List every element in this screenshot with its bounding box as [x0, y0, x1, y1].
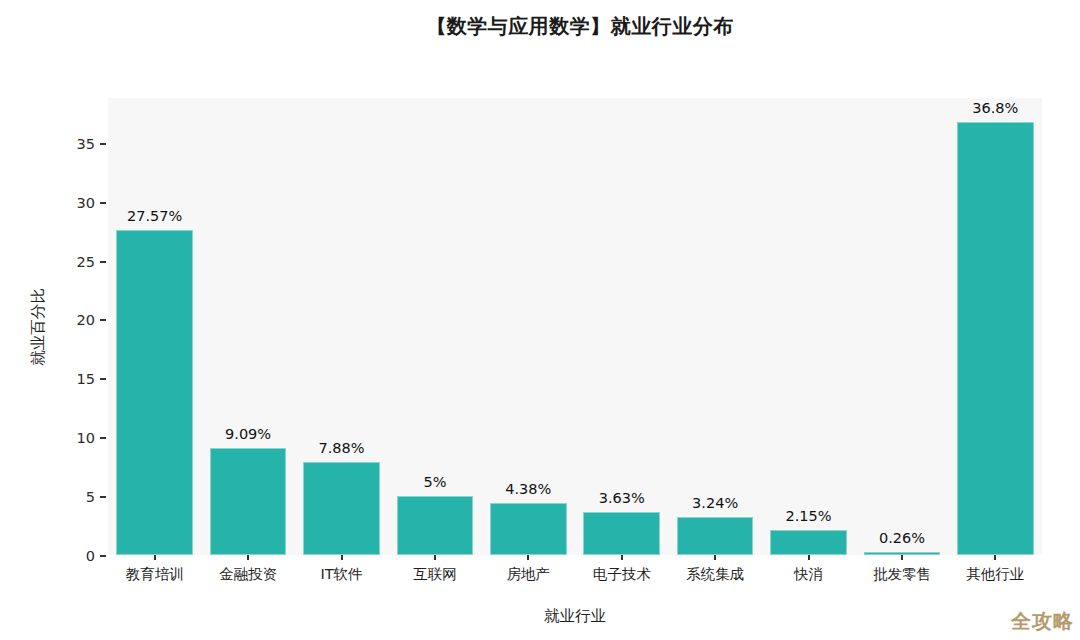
- x-category: IT软件: [295, 555, 388, 584]
- bar-value-label: 5%: [423, 475, 446, 491]
- bar-value-label: 2.15%: [786, 509, 832, 525]
- x-tick-label: 房地产: [507, 565, 551, 584]
- bar-value-label: 3.63%: [599, 491, 645, 507]
- bar: [303, 462, 380, 555]
- x-category: 系统集成: [668, 555, 761, 584]
- bar-value-label: 27.57%: [127, 209, 182, 225]
- bar: [490, 503, 567, 555]
- x-category: 房地产: [482, 555, 575, 584]
- y-tick-mark-icon: [100, 437, 106, 439]
- y-axis-title: 就业百分比: [28, 288, 49, 366]
- bar-column: 36.8%: [949, 98, 1042, 555]
- x-tick-mark-icon: [527, 555, 529, 560]
- x-tick-mark-icon: [808, 555, 810, 560]
- x-tick-mark-icon: [621, 555, 623, 560]
- bar-value-label: 0.26%: [879, 531, 925, 547]
- bar-value-label: 9.09%: [225, 427, 271, 443]
- x-category: 电子技术: [575, 555, 668, 584]
- y-tick-mark-icon: [100, 261, 106, 263]
- x-tick-label: 电子技术: [593, 565, 651, 584]
- bar: [397, 496, 474, 555]
- bar-column: 9.09%: [201, 98, 294, 555]
- bar-column: 3.63%: [575, 98, 668, 555]
- x-tick-label: 快消: [794, 565, 823, 584]
- x-tick-mark-icon: [714, 555, 716, 560]
- bar-value-label: 4.38%: [505, 482, 551, 498]
- bars-container: 27.57% 9.09% 7.88% 5% 4.38% 3.63%: [108, 98, 1042, 555]
- x-tick-mark-icon: [247, 555, 249, 560]
- x-tick-label: 批发零售: [873, 565, 931, 584]
- y-tick-mark-icon: [100, 143, 106, 145]
- bar-column: 7.88%: [295, 98, 388, 555]
- bar-value-label: 36.8%: [972, 101, 1018, 117]
- y-tick-mark-icon: [100, 496, 106, 498]
- x-tick-label: 教育培训: [126, 565, 184, 584]
- bar: [677, 517, 754, 555]
- y-tick-mark-icon: [100, 202, 106, 204]
- x-tick-mark-icon: [434, 555, 436, 560]
- x-tick-label: 其他行业: [966, 565, 1024, 584]
- x-tick-mark-icon: [341, 555, 343, 560]
- x-tick-label: 系统集成: [686, 565, 744, 584]
- y-tick-mark-icon: [100, 378, 106, 380]
- bar: [957, 122, 1034, 555]
- bar: [116, 230, 193, 555]
- x-category: 其他行业: [949, 555, 1042, 584]
- bar: [210, 448, 287, 555]
- x-category: 教育培训: [108, 555, 201, 584]
- x-category: 快消: [762, 555, 855, 584]
- bar-value-label: 3.24%: [692, 496, 738, 512]
- y-tick-mark-icon: [100, 555, 106, 557]
- bar-column: 2.15%: [762, 98, 855, 555]
- bar: [770, 530, 847, 555]
- chart-page: 【数学与应用数学】就业行业分布 就业百分比 0 5 10 15 20 25 30: [0, 0, 1080, 640]
- x-category: 批发零售: [855, 555, 948, 584]
- chart-title: 【数学与应用数学】就业行业分布: [426, 13, 734, 40]
- bar-column: 27.57%: [108, 98, 201, 555]
- x-tick-label: IT软件: [320, 565, 362, 584]
- bar-column: 3.24%: [668, 98, 761, 555]
- watermark: 全攻略: [1011, 608, 1074, 635]
- bar-column: 4.38%: [482, 98, 575, 555]
- bar-value-label: 7.88%: [318, 441, 364, 457]
- x-tick-label: 金融投资: [219, 565, 277, 584]
- bar-column: 0.26%: [855, 98, 948, 555]
- y-tick-mark-icon: [100, 319, 106, 321]
- x-tick-mark-icon: [901, 555, 903, 560]
- x-axis-labels: 教育培训 金融投资 IT软件 互联网 房地产 电子技术 系统集成 快消: [108, 555, 1042, 584]
- x-axis-title: 就业行业: [544, 606, 606, 627]
- plot-area: 0 5 10 15 20 25 30 35: [108, 98, 1042, 555]
- x-tick-label: 互联网: [413, 565, 457, 584]
- x-tick-mark-icon: [994, 555, 996, 560]
- x-category: 互联网: [388, 555, 481, 584]
- bar: [583, 512, 660, 555]
- x-tick-mark-icon: [154, 555, 156, 560]
- x-category: 金融投资: [201, 555, 294, 584]
- bar-column: 5%: [388, 98, 481, 555]
